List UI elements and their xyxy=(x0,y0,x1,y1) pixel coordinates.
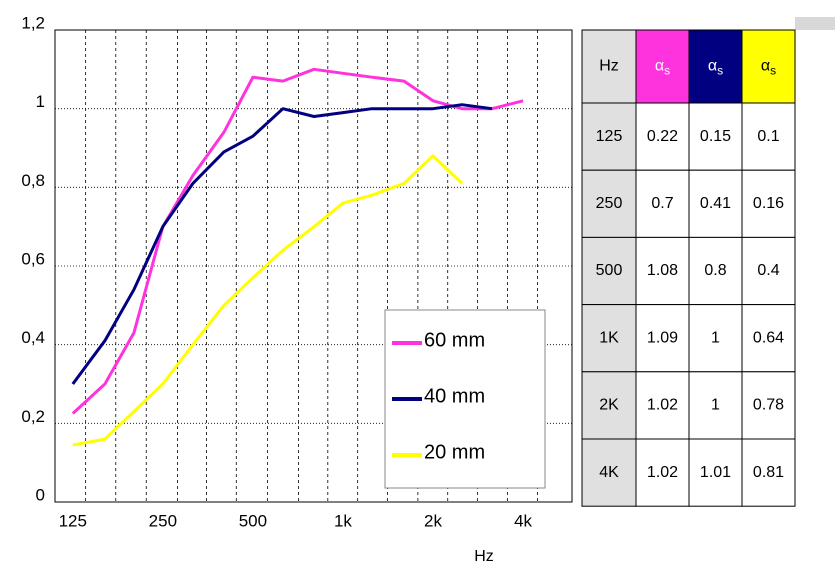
x-tick-label: 2k xyxy=(424,511,442,530)
table-cell xyxy=(581,438,637,507)
x-tick-label: 125 xyxy=(59,511,87,530)
cell-text: 0.7 xyxy=(651,195,673,212)
y-tick-label: 0,4 xyxy=(21,328,45,347)
header-symbol: α xyxy=(761,58,770,75)
table-cell xyxy=(635,371,690,440)
cell-text: 2K xyxy=(599,397,619,414)
cell-text: 0.78 xyxy=(753,397,784,414)
cell-text: 0.8 xyxy=(704,262,726,279)
header-symbol: α xyxy=(655,58,664,75)
cell-text: 0.22 xyxy=(647,128,678,145)
header-subscript: s xyxy=(770,64,776,78)
header-text: αs xyxy=(708,58,723,78)
cell-text: 1.02 xyxy=(647,464,678,481)
cell-text: 1K xyxy=(599,329,619,346)
header-cell xyxy=(741,29,796,104)
cell-text: 1 xyxy=(711,397,720,414)
cell-text: 4K xyxy=(599,464,619,481)
series-line xyxy=(72,154,464,447)
table-cell xyxy=(581,169,637,238)
table-cell xyxy=(741,304,796,373)
cell-text: 0.1 xyxy=(757,128,779,145)
y-tick-label: 1 xyxy=(36,92,45,111)
series-line xyxy=(71,103,493,385)
header-subscript: s xyxy=(664,64,670,78)
table-cell xyxy=(741,236,796,306)
header-cell xyxy=(581,29,637,104)
header-text: αs xyxy=(655,58,670,78)
header-symbol: Hz xyxy=(599,58,619,75)
x-tick-label: 500 xyxy=(239,511,267,530)
table-cell xyxy=(581,371,637,440)
cell-text: 1 xyxy=(711,329,720,346)
cell-text: 0.81 xyxy=(753,464,784,481)
y-tick-label: 0 xyxy=(36,485,45,504)
legend-label: 60 mm xyxy=(424,329,485,351)
table-cell xyxy=(741,371,796,440)
table-cell xyxy=(688,169,743,238)
cell-text: 1.01 xyxy=(700,464,731,481)
table-cell xyxy=(741,169,796,238)
table-cell xyxy=(635,438,690,507)
cell-text: 0.16 xyxy=(753,195,784,212)
table-cell xyxy=(741,438,796,507)
corner-block xyxy=(795,17,835,30)
series-line xyxy=(71,67,524,415)
table-cell xyxy=(688,438,743,507)
table-cell xyxy=(688,102,743,171)
cell-text: 0.15 xyxy=(700,128,731,145)
y-tick-label: 0,2 xyxy=(21,407,45,426)
legend-label: 40 mm xyxy=(424,385,485,407)
header-text: Hz xyxy=(599,58,619,75)
cell-text: 500 xyxy=(596,262,623,279)
x-tick-label: 4k xyxy=(514,511,532,530)
cell-text: 125 xyxy=(596,128,623,145)
y-tick-label: 0,8 xyxy=(21,171,45,190)
header-cell xyxy=(688,29,743,104)
cell-text: 0.64 xyxy=(753,329,784,346)
y-tick-label: 1,2 xyxy=(21,13,45,32)
cell-text: 1.02 xyxy=(647,397,678,414)
header-symbol: α xyxy=(708,58,717,75)
header-cell xyxy=(635,29,690,104)
table-cell xyxy=(635,102,690,171)
cell-text: 250 xyxy=(596,195,623,212)
x-tick-label: 250 xyxy=(149,511,177,530)
table-cell xyxy=(635,304,690,373)
y-tick-label: 0,6 xyxy=(21,249,45,268)
header-text: αs xyxy=(761,58,776,78)
cell-text: 1.08 xyxy=(647,262,678,279)
x-axis-label: Hz xyxy=(474,548,494,565)
table-cell xyxy=(688,236,743,306)
legend-label: 20 mm xyxy=(424,441,485,463)
header-subscript: s xyxy=(717,64,723,78)
cell-text: 1.09 xyxy=(647,329,678,346)
table-cell xyxy=(581,236,637,306)
cell-text: 0.4 xyxy=(757,262,779,279)
table-cell xyxy=(635,169,690,238)
x-tick-label: 1k xyxy=(334,511,352,530)
cell-text: 0.41 xyxy=(700,195,731,212)
table-cell xyxy=(635,236,690,306)
